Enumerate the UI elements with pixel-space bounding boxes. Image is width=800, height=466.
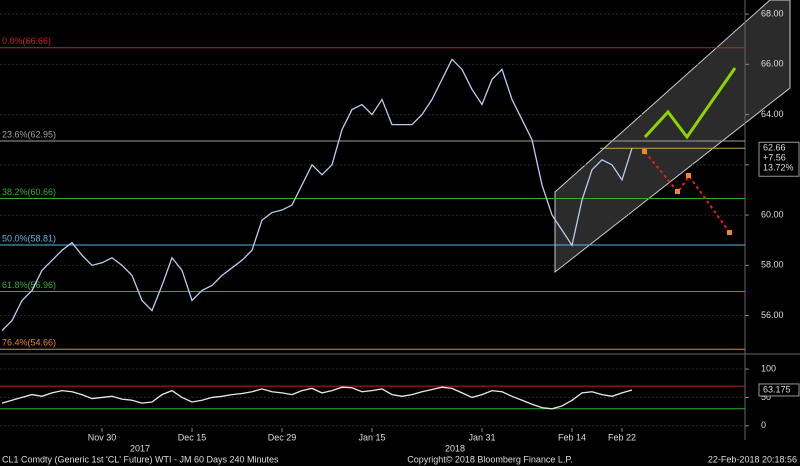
y-tick-label: 58.00 <box>761 260 784 270</box>
projection-point <box>727 230 732 235</box>
footer-right: 22-Feb-2018 20:18:56 <box>708 454 797 464</box>
last-value-box <box>758 141 800 177</box>
y-tick-label: 100 <box>761 363 776 373</box>
level-label: 38.2%(60.66) <box>2 187 56 197</box>
projection-point <box>642 149 647 154</box>
y-tick-label: 60.00 <box>761 209 784 219</box>
x-tick-label: Nov 30 <box>88 432 117 442</box>
year-label: 2017 <box>130 443 150 453</box>
level-label: 61.8%(56.96) <box>2 280 56 290</box>
bear-projection <box>644 151 731 234</box>
year-label: 2018 <box>445 443 465 453</box>
projection-point <box>675 189 680 194</box>
price-line <box>1 58 633 332</box>
x-tick-label: Dec 29 <box>268 432 297 442</box>
y-tick-label: 66.00 <box>761 59 784 69</box>
y-tick-label: 0 <box>761 420 766 430</box>
footer-center: Copyright© 2018 Bloomberg Finance L.P. <box>407 454 573 464</box>
x-tick-label: Feb 14 <box>558 432 586 442</box>
x-tick-label: Jan 15 <box>358 432 385 442</box>
y-tick-label: 64.00 <box>761 109 784 119</box>
projection-point <box>686 173 691 178</box>
x-tick-label: Dec 15 <box>178 432 207 442</box>
level-label: 50.0%(58.81) <box>2 233 56 243</box>
level-label: 23.6%(62.95) <box>2 129 56 139</box>
trend-channel <box>554 0 791 274</box>
last-value-label: 62.66 <box>763 143 786 153</box>
x-tick-label: Jan 31 <box>468 432 495 442</box>
level-label: 76.4%(54.66) <box>2 338 56 348</box>
y-tick-label: 50 <box>761 392 771 402</box>
x-tick-label: Feb 22 <box>608 432 636 442</box>
level-label: 0.0%(66.66) <box>2 36 51 46</box>
last-value-box <box>758 383 800 397</box>
price-line <box>1 386 633 410</box>
last-value-label: +7.56 <box>763 153 786 163</box>
bull-projection <box>643 67 737 140</box>
y-tick-label: 56.00 <box>761 310 784 320</box>
last-value-label: 13.72% <box>763 163 794 173</box>
last-value-label: 63.175 <box>763 384 791 394</box>
y-tick-label: 68.00 <box>761 8 784 18</box>
footer-left: CL1 Comdty (Generic 1st 'CL' Future) WTI… <box>2 454 279 464</box>
